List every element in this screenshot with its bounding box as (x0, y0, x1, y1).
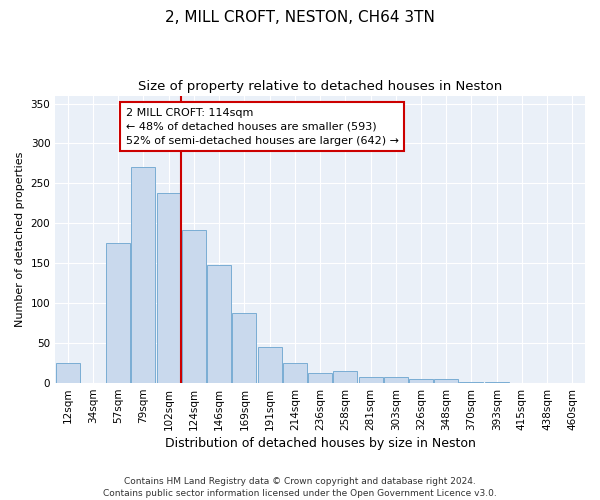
Bar (131, 168, 155, 383)
Bar (106, 244, 130, 383)
X-axis label: Distribution of detached houses by size in Neston: Distribution of detached houses by size … (164, 437, 476, 450)
Title: Size of property relative to detached houses in Neston: Size of property relative to detached ho… (138, 80, 502, 93)
Text: Contains HM Land Registry data © Crown copyright and database right 2024.
Contai: Contains HM Land Registry data © Crown c… (103, 476, 497, 498)
Bar (157, 193, 181, 383)
Bar (384, 376, 408, 383)
Text: 2, MILL CROFT, NESTON, CH64 3TN: 2, MILL CROFT, NESTON, CH64 3TN (165, 10, 435, 25)
Bar (308, 372, 332, 383)
Bar (56, 363, 80, 383)
Bar (232, 313, 256, 383)
Bar (283, 363, 307, 383)
Bar (460, 382, 484, 383)
Bar (257, 347, 281, 383)
Bar (359, 378, 383, 383)
Bar (334, 371, 357, 383)
Bar (434, 379, 458, 383)
Bar (485, 382, 509, 383)
Text: 2 MILL CROFT: 114sqm
← 48% of detached houses are smaller (593)
52% of semi-deta: 2 MILL CROFT: 114sqm ← 48% of detached h… (126, 108, 399, 146)
Bar (182, 230, 206, 383)
Bar (409, 379, 433, 383)
Y-axis label: Number of detached properties: Number of detached properties (15, 152, 25, 327)
Bar (207, 265, 231, 383)
